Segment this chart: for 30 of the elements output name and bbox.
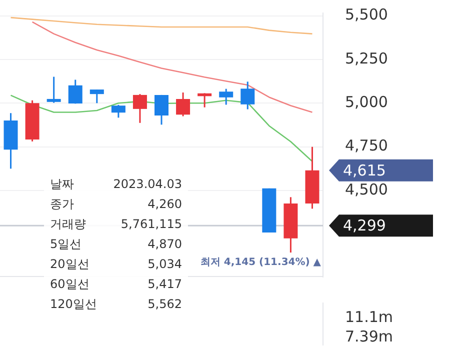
- y-tick-label: 7.39m: [345, 328, 394, 346]
- candlestick: [262, 188, 276, 234]
- y-tick-label: 4,500: [345, 180, 388, 198]
- annotation: 5,562: [148, 296, 182, 313]
- annotation: 5,761,115: [120, 216, 182, 233]
- candlestick: [25, 100, 40, 142]
- text: 60일선: [50, 276, 90, 293]
- annotation: 20일선: [50, 256, 90, 273]
- y-tick-label: 5,000: [345, 93, 388, 112]
- y-tick-label: 5,500: [345, 6, 388, 24]
- annotation: 거래량: [50, 216, 86, 233]
- y-tick-label: 11.1m: [345, 308, 394, 326]
- annotation: 날짜: [50, 176, 74, 193]
- text: 4,615: [343, 161, 386, 180]
- ref-line-label: 4,299: [343, 216, 386, 235]
- annotation: 최저 4,145 (11.34%) ▲: [200, 257, 322, 268]
- annotation: 5,034: [148, 256, 182, 273]
- text: 5,417: [148, 276, 182, 293]
- annotation: 4,870: [148, 236, 182, 253]
- candlestick: [46, 76, 61, 104]
- annotation: 120일선: [50, 296, 97, 313]
- annotation: 5일선: [50, 236, 82, 253]
- annotation: 4,260: [148, 196, 182, 213]
- candlestick: [240, 80, 255, 110]
- y-tick-label: 5,250: [345, 49, 388, 68]
- candlestick: [219, 88, 234, 106]
- y-tick-label: 4,750: [345, 136, 388, 155]
- annotation: 2023.04.03: [113, 176, 182, 193]
- candlestick: [111, 104, 126, 118]
- annotation: 종가: [50, 196, 74, 213]
